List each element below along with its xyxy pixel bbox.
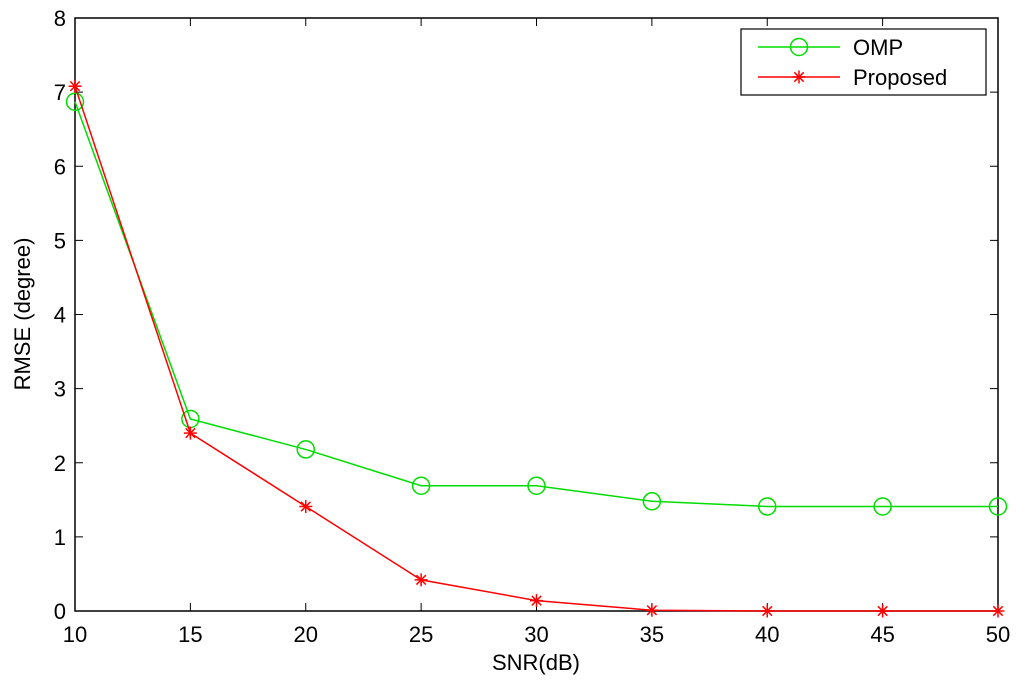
legend-marker: [792, 70, 806, 84]
data-point-omp: [642, 492, 662, 511]
y-tick-label: 7: [54, 80, 66, 105]
x-tick-label: 25: [409, 622, 433, 647]
data-point-proposed: [991, 604, 1005, 618]
y-tick-label: 5: [54, 228, 66, 253]
x-tick-label: 20: [294, 622, 318, 647]
data-point-proposed: [183, 426, 197, 440]
series-layer: [65, 79, 1008, 618]
data-point-proposed: [876, 604, 890, 618]
data-point-omp: [527, 476, 546, 495]
data-point-omp: [65, 92, 85, 112]
legend-label: Proposed: [853, 65, 947, 90]
x-tick-label: 10: [63, 622, 87, 647]
x-tick-label: 45: [870, 622, 894, 647]
legend-box: [740, 28, 987, 96]
series-omp: [65, 92, 1008, 516]
plot-area: [74, 17, 999, 612]
data-point-omp: [873, 497, 892, 516]
series-proposed: [68, 79, 1005, 618]
y-tick-label: 2: [54, 451, 66, 476]
y-tick-label: 6: [54, 154, 66, 179]
y-tick-label: 0: [54, 599, 66, 624]
x-tick-label: 15: [178, 622, 202, 647]
y-tick-label: 3: [54, 377, 66, 402]
legend-entry-proposed: Proposed: [758, 65, 947, 90]
legend-marker: [789, 37, 809, 57]
y-tick-label: 8: [54, 6, 66, 31]
data-point-proposed: [414, 573, 428, 587]
data-point-proposed: [299, 499, 313, 513]
data-point-proposed: [68, 79, 82, 93]
data-point-proposed: [530, 594, 543, 608]
data-point-omp: [296, 440, 315, 459]
y-tick-label: 4: [54, 303, 66, 328]
legend-entry-omp: OMP: [758, 35, 903, 60]
x-axis-title: SNR(dB): [492, 650, 580, 675]
x-tick-label: 35: [640, 622, 664, 647]
x-tick-label: 50: [986, 622, 1010, 647]
y-tick-label: 1: [54, 525, 66, 550]
legend: OMP Proposed: [740, 28, 987, 96]
legend-label: OMP: [853, 35, 903, 60]
data-point-proposed: [760, 604, 774, 618]
x-tick-label: 30: [524, 622, 548, 647]
y-tick-labels: 0 1 2 3 4 5 6 7 8: [54, 6, 66, 624]
data-point-omp: [411, 476, 431, 495]
data-point-omp: [758, 497, 777, 516]
series-line-omp: [74, 101, 998, 508]
x-tick-labels: 10 15 20 25 30 35 40 45 50: [63, 622, 1010, 647]
data-point-proposed: [645, 603, 659, 617]
data-point-omp: [988, 497, 1008, 516]
y-axis-title: RMSE (degree): [10, 238, 35, 391]
x-tick-label: 40: [755, 622, 779, 647]
